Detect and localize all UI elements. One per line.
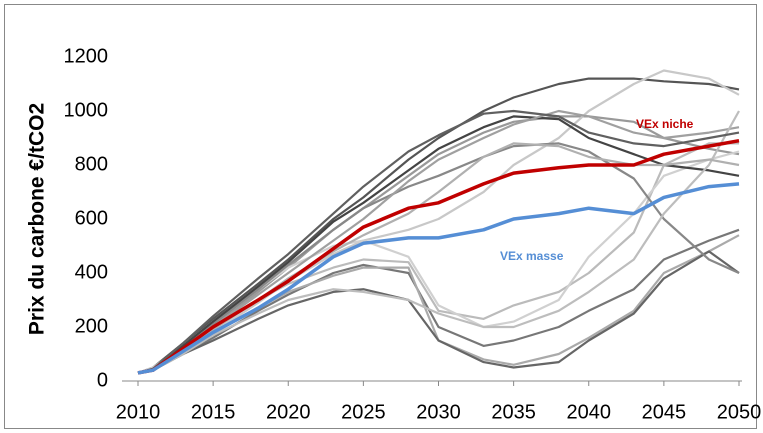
- scenario-line: [137, 142, 740, 374]
- x-tick-label: 2035: [491, 401, 536, 423]
- x-tick-label: 2010: [116, 401, 161, 423]
- y-tick-label: 400: [75, 261, 108, 283]
- series-label: VEx niche: [636, 117, 694, 131]
- highlight-line: [137, 182, 740, 375]
- x-tick-label: 2015: [191, 401, 236, 423]
- x-tick-label: 2030: [416, 401, 461, 423]
- y-axis-label: Prix du carbone €/tCO2: [26, 103, 49, 335]
- x-tick-label: 2050: [717, 401, 762, 423]
- scenario-line: [137, 110, 740, 374]
- x-tick-label: 2045: [642, 401, 687, 423]
- x-tick-label: 2020: [266, 401, 311, 423]
- y-tick-label: 1200: [64, 45, 109, 67]
- y-tick-label: 0: [97, 369, 108, 391]
- scenario-line: [137, 77, 740, 374]
- frame: [4, 4, 757, 429]
- x-tick-label: 2025: [341, 401, 386, 423]
- scenario-line: [137, 115, 740, 374]
- y-tick-label: 800: [75, 153, 108, 175]
- y-tick-label: 200: [75, 315, 108, 337]
- y-tick-label: 600: [75, 207, 108, 229]
- series-label: VEx masse: [500, 249, 564, 263]
- scenario-line: [137, 228, 740, 374]
- y-tick-label: 1000: [64, 99, 109, 121]
- x-tick-label: 2040: [567, 401, 612, 423]
- scenario-line: [137, 250, 740, 374]
- highlight-line: [137, 138, 740, 375]
- scenario-line: [137, 109, 740, 374]
